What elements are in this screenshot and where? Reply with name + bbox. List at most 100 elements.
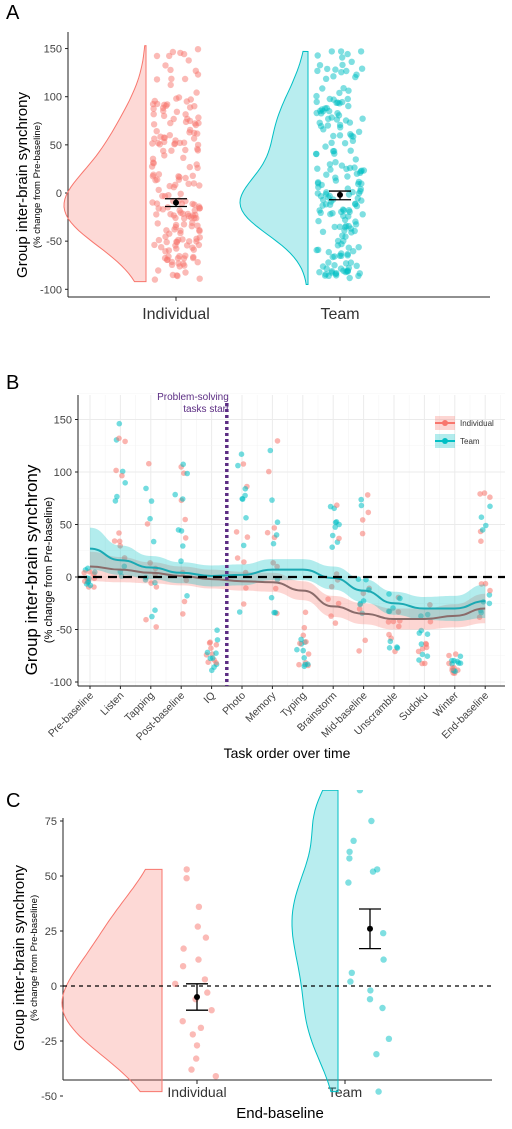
data-point-individual-b: [334, 502, 340, 508]
data-point-team-a: [336, 121, 344, 129]
data-point-individual-a: [189, 244, 196, 251]
data-point-individual-a: [182, 146, 189, 154]
data-point-team-b: [394, 645, 401, 651]
data-point-individual-a: [156, 141, 163, 148]
data-point-team-b: [118, 573, 125, 579]
data-point-individual-a: [169, 48, 177, 56]
data-point-team-b: [92, 569, 98, 575]
data-point-team-a: [329, 253, 336, 261]
data-point-team-a: [343, 67, 350, 75]
data-point-team-a: [325, 272, 332, 279]
data-point-team-a: [355, 128, 363, 135]
data-point-individual-b: [365, 509, 372, 516]
data-point-individual-a: [167, 81, 174, 89]
chart-a: Group inter-brain synchrony (% change fr…: [14, 32, 490, 323]
data-point-individual-a: [193, 89, 200, 96]
data-point-team-b: [333, 519, 340, 525]
data-point-individual-a: [162, 62, 169, 69]
data-point-individual-b: [325, 596, 331, 602]
data-point-individual-b: [144, 521, 151, 527]
y-tick-label-a: 50: [50, 140, 62, 152]
data-point-team-a: [345, 244, 352, 251]
problem-solving-annotation-b: tasks start: [183, 404, 229, 415]
data-point-individual-b: [446, 652, 452, 659]
data-point-individual-c: [202, 934, 210, 941]
data-point-team-a: [337, 48, 345, 55]
data-point-individual-c: [193, 1055, 200, 1062]
data-point-team-a: [314, 179, 322, 186]
data-point-individual-b: [359, 517, 366, 523]
legend-label-b: Team: [460, 437, 480, 446]
data-point-team-a: [330, 73, 337, 80]
data-point-team-b: [424, 653, 431, 659]
data-point-team-a: [338, 252, 345, 259]
x-tick-label-a: Team: [320, 306, 359, 323]
data-point-team-a: [314, 67, 321, 75]
data-point-team-b: [274, 519, 281, 525]
data-point-team-b: [180, 461, 186, 468]
data-point-individual-a: [183, 242, 191, 249]
x-tick-label-c: Team: [328, 1084, 362, 1100]
data-point-individual-c: [183, 875, 190, 882]
violin-team-c: [291, 790, 339, 1093]
y-tick-label-b: 50: [60, 520, 72, 532]
data-point-team-b: [486, 592, 493, 598]
data-point-individual-b: [113, 467, 119, 474]
data-point-individual-c: [197, 1024, 205, 1031]
y-tick-label-a: -50: [46, 236, 62, 248]
problem-solving-annotation-b: Problem-solving: [157, 392, 229, 403]
legend-key-point-b: [442, 420, 448, 426]
data-point-team-b: [419, 651, 426, 658]
data-point-team-a: [331, 223, 338, 231]
data-point-individual-a: [173, 245, 180, 252]
data-point-individual-a: [172, 137, 179, 144]
y-tick-label-b: 150: [54, 415, 72, 427]
smooth-line-team-b: [89, 547, 486, 610]
data-point-individual-c: [188, 1066, 195, 1073]
data-point-team-c: [385, 1035, 393, 1042]
data-point-individual-a: [159, 104, 167, 112]
panel-letter-c: C: [6, 790, 21, 812]
data-point-team-b: [152, 579, 158, 586]
data-point-individual-a: [195, 241, 203, 249]
y-tick-label-b: 100: [54, 467, 72, 479]
data-point-team-c: [369, 868, 377, 875]
data-point-individual-b: [356, 606, 363, 612]
data-point-team-a: [347, 147, 354, 154]
data-point-team-a: [322, 75, 330, 83]
data-point-individual-b: [183, 577, 190, 584]
data-point-individual-a: [148, 163, 156, 170]
data-point-individual-a: [162, 248, 169, 255]
error-bar-individual-c-mean-point: [194, 994, 200, 1000]
data-point-team-b: [147, 515, 153, 522]
data-point-individual-b: [395, 609, 402, 615]
data-point-team-a: [336, 223, 343, 230]
data-point-individual-a: [150, 121, 158, 128]
data-point-individual-b: [452, 651, 459, 657]
legend-key-point-b: [442, 438, 448, 444]
data-point-individual-a: [194, 46, 202, 53]
data-point-team-a: [340, 207, 347, 214]
data-point-team-b: [240, 542, 247, 549]
violin-individual-a: [63, 45, 147, 283]
y-tick-label-a: 0: [56, 188, 62, 200]
data-point-team-a: [314, 52, 321, 59]
data-point-individual-b: [274, 438, 281, 444]
y-axis-subtitle-b: (% change from Pre-baseline): [43, 497, 55, 643]
data-point-team-b: [418, 627, 425, 634]
data-point-individual-b: [143, 616, 149, 623]
data-point-individual-a: [186, 117, 194, 125]
data-point-individual-b: [356, 648, 362, 654]
data-point-individual-b: [300, 632, 307, 639]
data-point-individual-b: [147, 560, 153, 566]
data-point-individual-a: [153, 211, 160, 218]
data-point-individual-a: [195, 114, 202, 121]
data-point-individual-a: [190, 254, 197, 262]
y-axis-title-a: Group inter-brain synchrony: [14, 92, 31, 278]
data-point-team-a: [344, 250, 351, 258]
data-point-individual-a: [151, 135, 158, 142]
data-point-individual-a: [167, 119, 174, 127]
data-point-individual-a: [180, 50, 188, 58]
y-axis-title-b: Group inter-brain synchrony: [22, 464, 41, 675]
data-point-individual-a: [153, 76, 161, 83]
